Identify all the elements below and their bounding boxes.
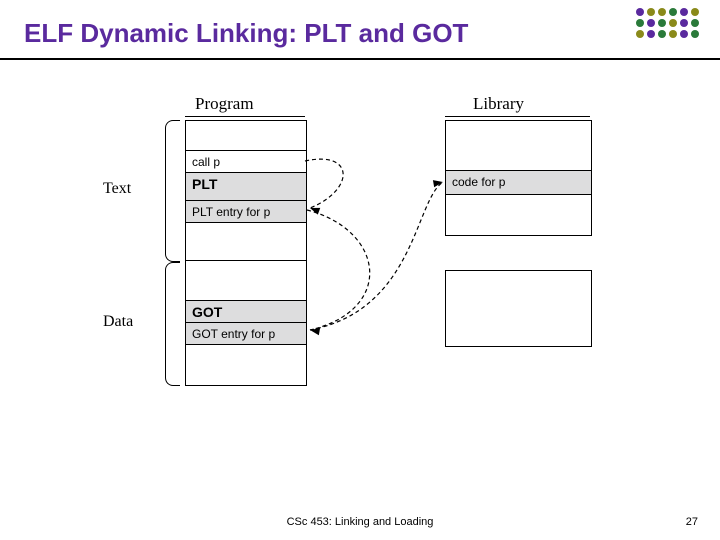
decorative-logo bbox=[634, 6, 704, 59]
brace bbox=[165, 262, 180, 386]
cell bbox=[445, 270, 592, 347]
library-header: Library bbox=[473, 94, 524, 114]
side-label: Data bbox=[103, 313, 133, 331]
brace bbox=[165, 120, 180, 262]
side-label: Text bbox=[103, 180, 131, 198]
cell bbox=[445, 194, 592, 236]
cell bbox=[185, 344, 307, 386]
cell-label: call p bbox=[192, 155, 220, 169]
footer-page-number: 27 bbox=[686, 516, 698, 528]
cell-label: code for p bbox=[452, 175, 505, 189]
cell bbox=[185, 260, 307, 301]
cell bbox=[185, 120, 307, 151]
cell: GOT entry for p bbox=[185, 322, 307, 345]
section-label: PLT bbox=[192, 176, 217, 192]
section-label: GOT bbox=[192, 304, 222, 320]
cell: GOT bbox=[185, 300, 307, 323]
cell-label: GOT entry for p bbox=[192, 327, 275, 341]
slide-title: ELF Dynamic Linking: PLT and GOT bbox=[24, 18, 468, 49]
cell bbox=[185, 222, 307, 261]
cell: call p bbox=[185, 150, 307, 173]
cell: code for p bbox=[445, 170, 592, 195]
library-underline bbox=[445, 116, 590, 117]
title-underline bbox=[0, 58, 720, 60]
program-header: Program bbox=[195, 94, 254, 114]
cell bbox=[445, 120, 592, 171]
cell: PLT bbox=[185, 172, 307, 201]
program-underline bbox=[185, 116, 305, 117]
cell: PLT entry for p bbox=[185, 200, 307, 223]
cell-label: PLT entry for p bbox=[192, 205, 270, 219]
diagram-area: Program Library call p PLT PLT entry for p… bbox=[55, 90, 655, 470]
footer-center: CSc 453: Linking and Loading bbox=[287, 516, 434, 528]
